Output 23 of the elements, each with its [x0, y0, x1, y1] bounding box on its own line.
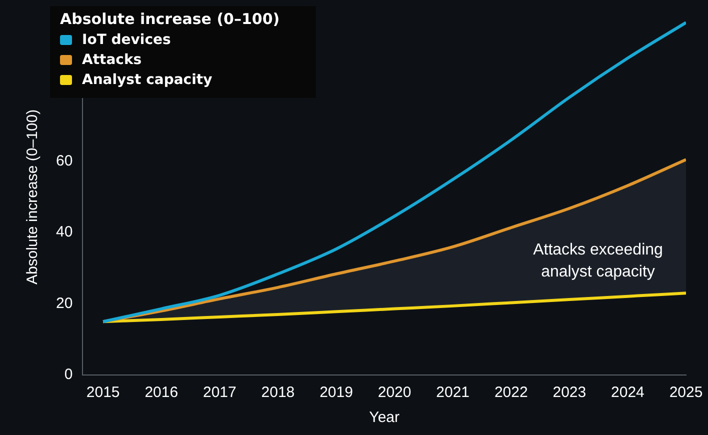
- x-tick-label: 2023: [552, 384, 586, 402]
- line-series: [102, 292, 686, 324]
- x-tick-label: 2016: [144, 384, 178, 402]
- x-tick-label: 2025: [669, 384, 703, 402]
- legend-label: Analyst capacity: [82, 72, 212, 88]
- y-tick-label: 60: [56, 152, 73, 170]
- y-tick-label: 0: [64, 366, 73, 384]
- annotation: Attacks exceeding analyst capacity: [533, 241, 663, 280]
- x-tick-label: 2020: [378, 384, 412, 402]
- x-tick-label: 2015: [86, 384, 120, 402]
- y-tick-label: 20: [56, 294, 73, 312]
- x-tick-label: 2018: [261, 384, 295, 402]
- x-tick-label: 2024: [611, 384, 644, 402]
- x-tick-label: 2022: [494, 384, 528, 402]
- y-tick-label: 40: [56, 224, 73, 241]
- legend-label: IoT devices: [82, 32, 171, 48]
- x-tick-label: 2021: [436, 384, 470, 402]
- legend-title: Absolute increase (0–100): [60, 10, 280, 28]
- x-axis-title: Year: [369, 409, 400, 426]
- y-axis-title: Absolute increase (0–100): [24, 109, 42, 285]
- x-tick-label: 2017: [202, 384, 236, 402]
- x-tick-label: 2019: [320, 384, 353, 402]
- legend-label: Attacks: [82, 52, 142, 68]
